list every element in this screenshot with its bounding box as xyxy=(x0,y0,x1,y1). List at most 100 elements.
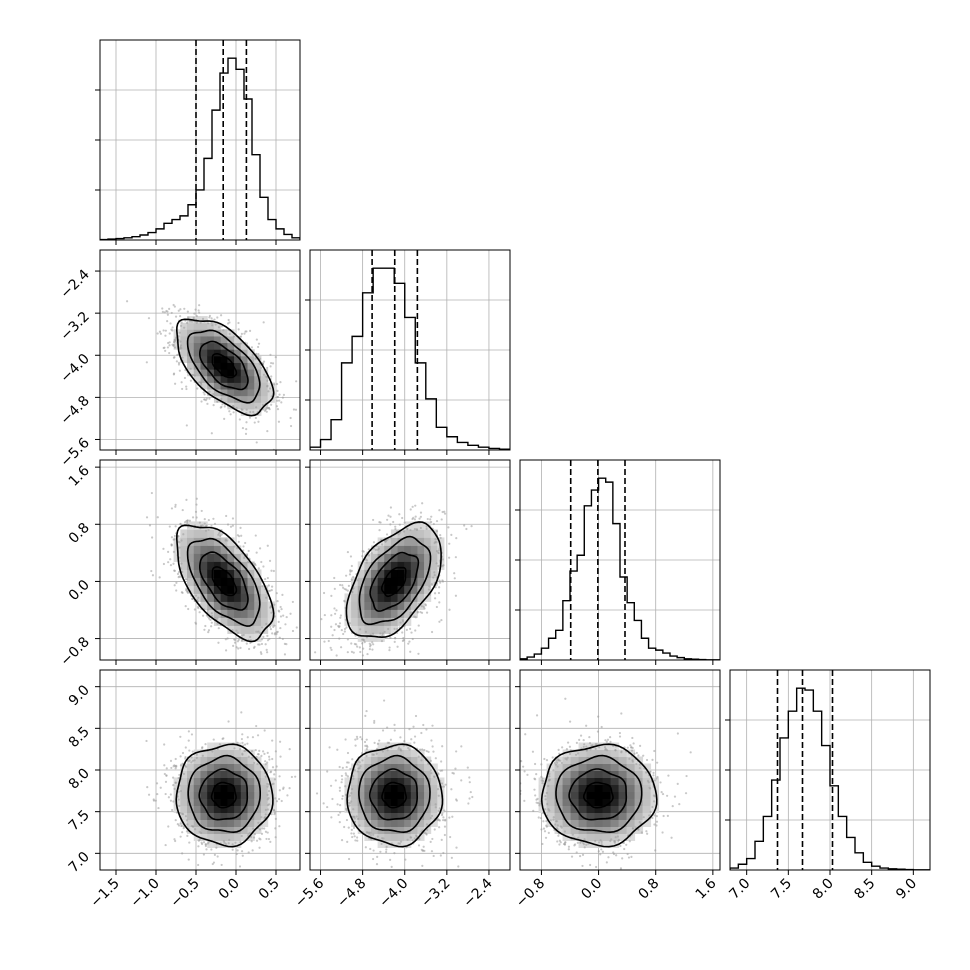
scatter-point xyxy=(238,418,241,421)
density-cell xyxy=(562,763,572,771)
scatter-point xyxy=(146,786,149,789)
density-cell xyxy=(220,537,228,546)
scatter-point xyxy=(208,617,211,620)
density-cell xyxy=(364,791,372,799)
scatter-point xyxy=(266,761,269,764)
density-cell xyxy=(240,585,249,594)
scatter-point xyxy=(164,329,167,332)
scatter-point xyxy=(179,315,182,318)
density-cell xyxy=(357,805,365,813)
scatter-point xyxy=(588,736,591,739)
scatter-point xyxy=(387,741,391,744)
scatter-point xyxy=(233,641,237,644)
scatter-point xyxy=(169,322,172,325)
scatter-point xyxy=(262,360,266,363)
density-cell xyxy=(602,763,612,771)
density-cell xyxy=(404,617,412,626)
density-cell xyxy=(390,585,399,594)
scatter-point xyxy=(190,761,193,764)
scatter-point xyxy=(417,652,420,655)
density-cell xyxy=(227,362,235,370)
density-cell xyxy=(377,561,385,570)
density-cell xyxy=(397,609,405,618)
scatter-point xyxy=(356,763,359,766)
scatter-point xyxy=(577,836,580,839)
scatter-point xyxy=(361,759,364,762)
density-cell xyxy=(417,819,425,827)
scatter-point xyxy=(217,326,221,329)
scatter-point xyxy=(405,628,408,631)
scatter-point xyxy=(203,518,206,521)
scatter-point xyxy=(308,668,310,670)
scatter-point xyxy=(266,751,269,754)
density-cell xyxy=(260,617,269,626)
panel-content xyxy=(145,711,297,870)
density-cell xyxy=(626,791,636,799)
scatter-point xyxy=(181,591,184,594)
scatter-point xyxy=(345,807,348,811)
scatter-point xyxy=(269,628,273,631)
density-cell xyxy=(200,349,208,357)
density-cell xyxy=(424,770,432,778)
scatter-point xyxy=(367,548,370,551)
scatter-point xyxy=(155,782,159,785)
scatter-point xyxy=(196,605,200,609)
scatter-point xyxy=(147,317,151,320)
scatter-point xyxy=(273,615,277,618)
density-cell xyxy=(430,791,438,799)
scatter-point xyxy=(450,533,453,536)
scatter-point xyxy=(262,750,265,753)
scatter-point xyxy=(193,759,196,762)
scatter-point xyxy=(245,330,248,333)
scatter-point xyxy=(341,794,344,798)
density-cell xyxy=(213,335,222,344)
scatter-point xyxy=(522,765,525,768)
density-cell xyxy=(642,777,652,785)
contour-line xyxy=(346,743,444,848)
scatter-point xyxy=(576,841,579,844)
scatter-point xyxy=(630,855,633,858)
scatter-point xyxy=(523,770,526,773)
scatter-point xyxy=(350,787,354,791)
density-cell xyxy=(254,402,262,410)
density-cell xyxy=(371,625,379,634)
scatter-point xyxy=(365,561,368,564)
density-cell xyxy=(213,805,222,813)
density-cell xyxy=(397,585,405,594)
scatter-point xyxy=(438,509,441,512)
scatter-point xyxy=(205,397,208,400)
scatter-point xyxy=(356,579,359,582)
scatter-points xyxy=(125,300,300,450)
scatter-point xyxy=(273,773,276,776)
scatter-point xyxy=(597,841,601,844)
density-cell xyxy=(364,749,372,757)
scatter-point xyxy=(620,751,623,754)
scatter-point xyxy=(536,797,539,800)
scatter-point xyxy=(414,515,417,518)
density-cell xyxy=(397,749,405,757)
density-cell xyxy=(410,777,418,785)
scatter-point xyxy=(535,801,538,804)
scatter-point xyxy=(257,630,260,633)
density-cell xyxy=(626,777,636,785)
density-cell xyxy=(220,770,228,778)
scatter-point xyxy=(350,650,354,653)
scatter-point xyxy=(348,622,351,625)
density-cell xyxy=(626,826,636,834)
scatter-point xyxy=(564,697,567,700)
scatter-point xyxy=(388,632,391,636)
density-cell xyxy=(234,369,242,377)
scatter-point xyxy=(326,770,329,773)
scatter-point xyxy=(385,848,388,851)
scatter-point xyxy=(361,555,364,558)
density-cell xyxy=(207,362,215,370)
scatter-point xyxy=(600,843,603,846)
density-cell xyxy=(180,569,188,578)
density-cell xyxy=(234,742,242,750)
scatter-point xyxy=(619,867,623,870)
scatter-point xyxy=(369,643,372,647)
density-cell xyxy=(260,601,269,610)
scatter-point xyxy=(579,734,583,737)
scatter-point xyxy=(266,831,269,834)
y-tick-label: 7.5 xyxy=(66,807,93,834)
